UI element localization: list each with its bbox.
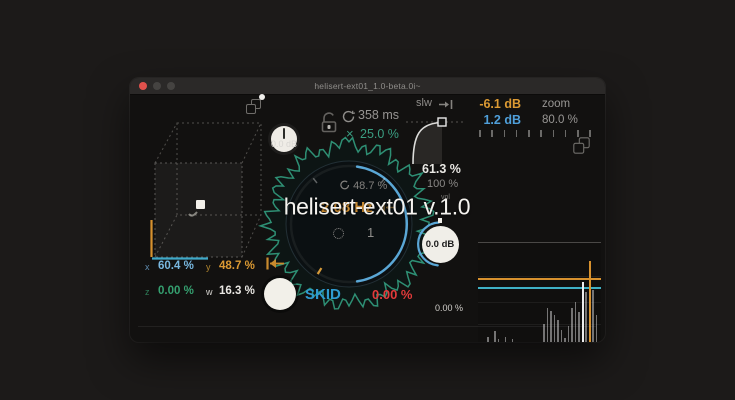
step-mode-icon[interactable]: [333, 228, 344, 239]
arrow-to-end-icon[interactable]: [438, 99, 455, 110]
titlebar: helisert-ext01_1.0-beta.0i~: [130, 78, 605, 95]
spectrum-teal-threshold[interactable]: [478, 287, 601, 289]
y-label: y: [206, 262, 211, 272]
window-title: helisert-ext01_1.0-beta.0i~: [314, 81, 421, 91]
drift-value[interactable]: 0.00 %: [372, 287, 413, 302]
out-gain-value: 0.0 dB: [425, 238, 455, 250]
d-knob-value: 0.00 %: [434, 303, 464, 313]
time-value[interactable]: 358 ms: [358, 108, 399, 122]
input-gain-value: 0.0 dB: [271, 139, 298, 149]
arrow-to-start-icon[interactable]: [265, 256, 286, 271]
out-gain-tick: [438, 218, 442, 223]
zoom-label: zoom: [542, 98, 571, 110]
rate-value[interactable]: 2.08 Hz: [321, 199, 373, 216]
y-value[interactable]: 48.7 %: [219, 260, 255, 272]
spectrum-bars: [478, 243, 601, 342]
spectrum-analyzer: [478, 242, 601, 342]
history-icon: [342, 110, 355, 123]
close-button[interactable]: [139, 82, 147, 90]
plugin-title: helisert-ext01 v.1.0: [283, 193, 471, 220]
main-waveform-knob[interactable]: [254, 129, 444, 319]
envelope-value[interactable]: 61.3 %: [422, 162, 461, 176]
peak-db-value[interactable]: -6.1 dB: [479, 97, 521, 111]
arrow-to-start-icon-small[interactable]: [382, 202, 396, 213]
envelope-curve[interactable]: [406, 114, 464, 166]
state-dot: [259, 94, 265, 100]
x-value[interactable]: 60.4 %: [158, 260, 194, 272]
cube-position-marker[interactable]: [196, 200, 205, 209]
xyz-cube-pad[interactable]: [146, 120, 268, 262]
knob-orange-tick: [316, 267, 323, 275]
zoom-button[interactable]: [167, 82, 175, 90]
knob-progress-arc: [355, 165, 408, 283]
copy-icon[interactable]: [246, 99, 261, 114]
out-gain-arc: [417, 221, 440, 267]
spectrum-orange-threshold[interactable]: [478, 278, 601, 280]
skid-button[interactable]: [264, 278, 296, 310]
gain-db-value[interactable]: 1.2 dB: [483, 113, 521, 127]
w-label: w: [206, 287, 213, 297]
zoom-pct-value[interactable]: 80.0 %: [542, 114, 578, 126]
copy-icon-right[interactable]: [573, 137, 590, 154]
xfade-value[interactable]: 25.0 %: [360, 127, 399, 141]
skid-label[interactable]: SKID: [305, 286, 341, 303]
cycle-readout[interactable]: 48.7 %: [340, 180, 387, 192]
envelope-handle[interactable]: [437, 117, 447, 127]
plugin-window: helisert-ext01_1.0-beta.0i~ 0.0 dB 358 m…: [130, 78, 605, 342]
vol-label: vol: [441, 194, 450, 201]
slw-toggle[interactable]: slw: [416, 97, 432, 109]
z-value[interactable]: 0.00 %: [158, 285, 194, 297]
x-label: x: [145, 262, 150, 272]
minimize-button[interactable]: [153, 82, 161, 90]
bottom-divider: [138, 326, 596, 327]
envelope-ref: 100 %: [427, 178, 459, 190]
lock-icon[interactable]: [318, 110, 340, 134]
cycle-icon: [340, 180, 350, 190]
input-gain-knob[interactable]: [271, 126, 297, 152]
ruler-ticks: [479, 130, 591, 138]
x-icon: ×: [346, 126, 354, 141]
step-count[interactable]: 1: [367, 225, 375, 240]
w-value[interactable]: 16.3 %: [219, 285, 255, 297]
z-label: z: [145, 287, 150, 297]
out-gain-knob[interactable]: 0.0 dB: [421, 225, 459, 263]
